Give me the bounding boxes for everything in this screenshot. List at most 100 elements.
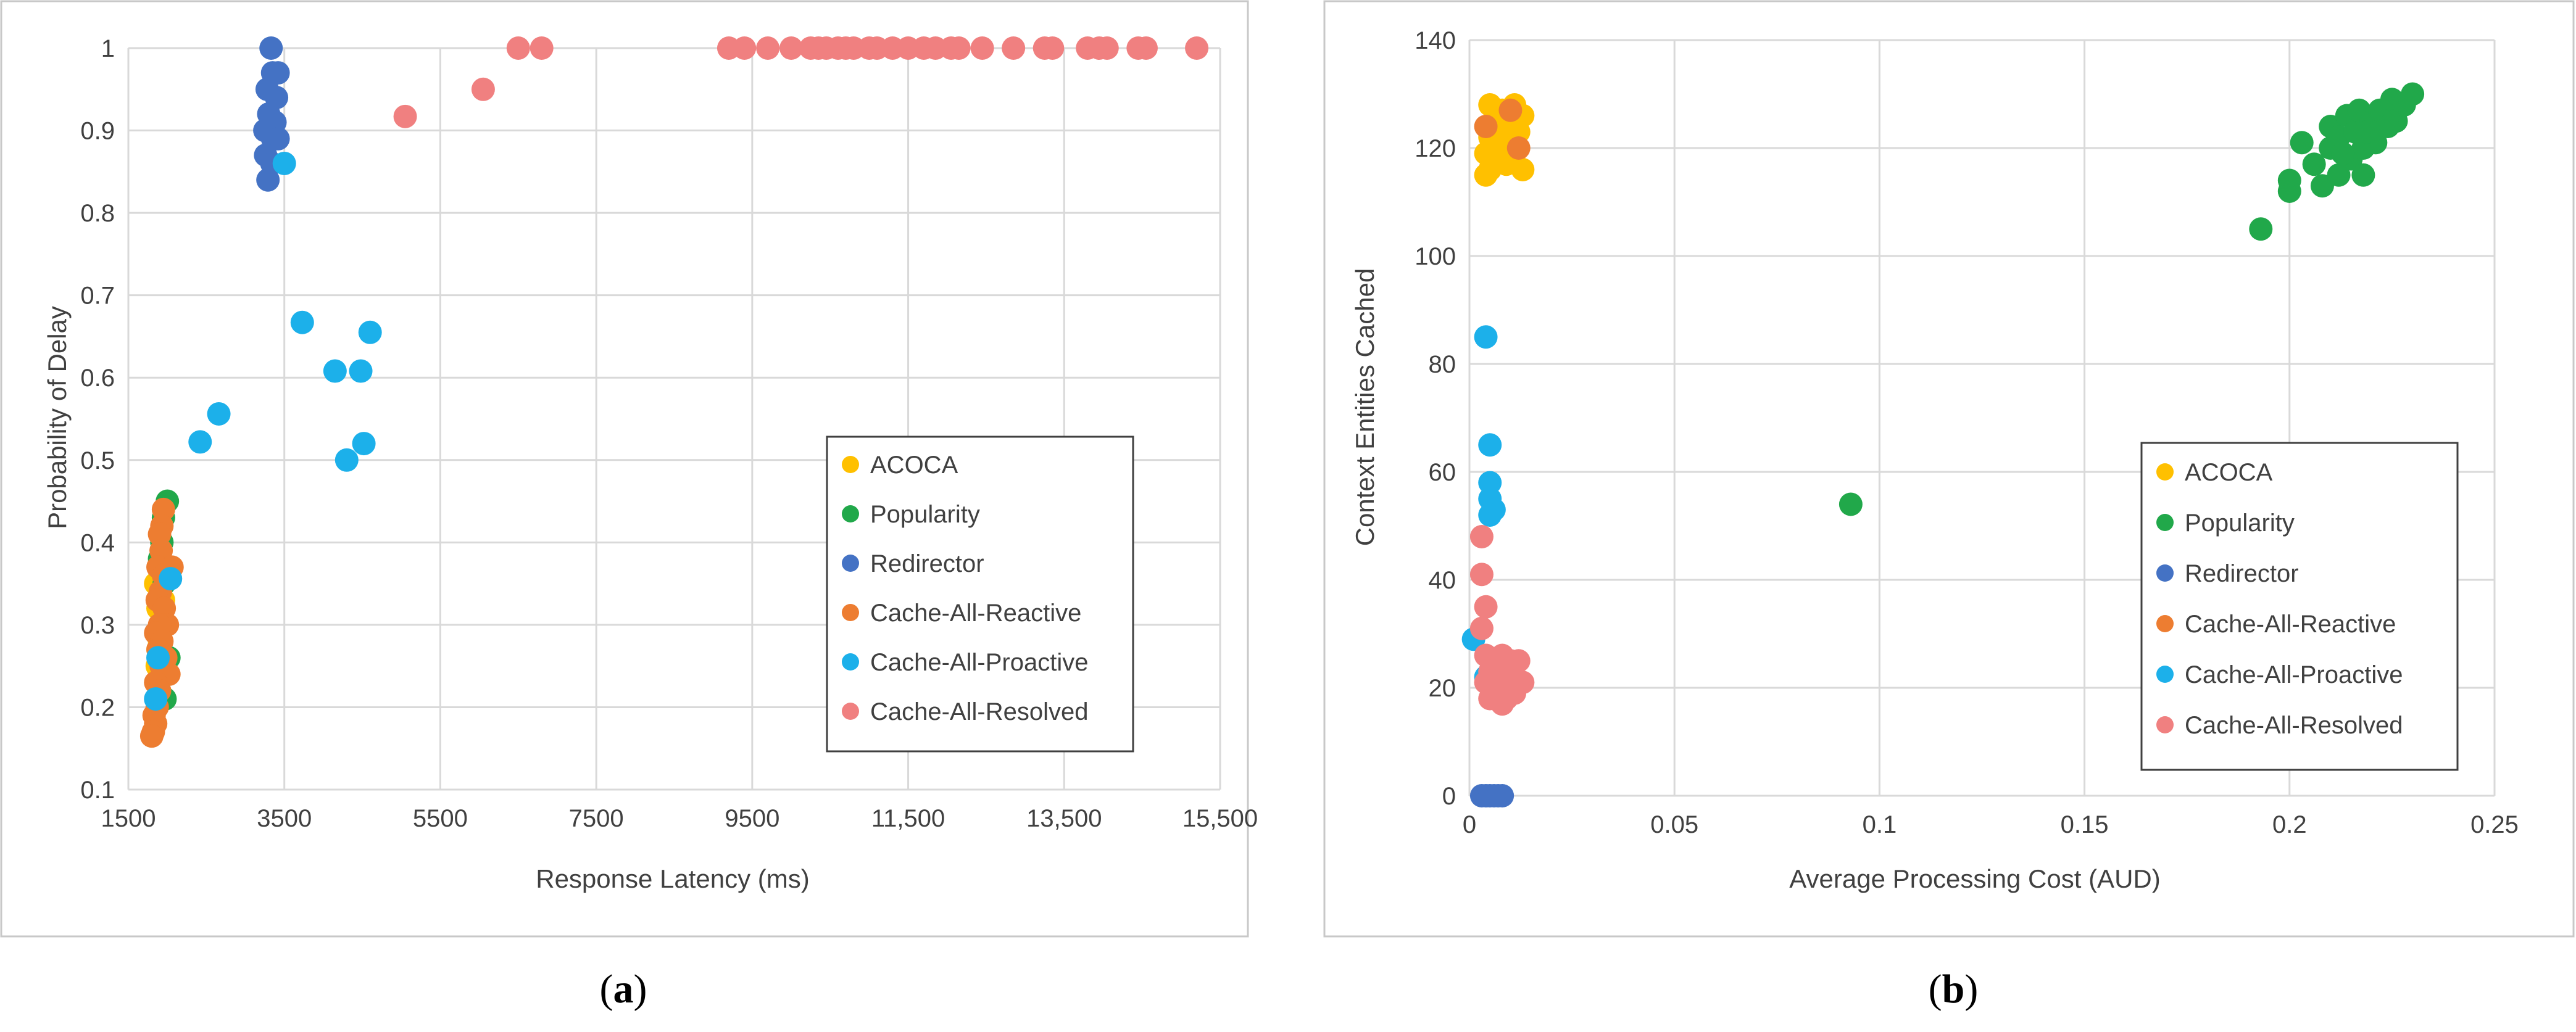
- panel-b-point-cache-all-resolved: [1469, 563, 1494, 587]
- panel-a-x-tick-label: 15,500: [1182, 805, 1258, 832]
- panel-b-x-tick-label: 0.05: [1650, 811, 1698, 838]
- panel-a-tick-labels: 1500 3500 5500 7500 9500 11,500 13,500 15,500 0.…: [80, 35, 1258, 832]
- panel-a-legend-label-cache-all-resolved: Cache-All-Resolved: [870, 698, 1088, 725]
- panel-a-y-tick-label: 1: [101, 35, 115, 62]
- panel-a-y-tick-label: 0.2: [80, 694, 115, 721]
- panel-b-point-popularity: [2249, 217, 2273, 241]
- panel-a-caption-letter: a: [613, 967, 634, 1012]
- panel-b-legend-label-cache-all-reactive: Cache-All-Reactive: [2185, 611, 2396, 638]
- panel-b-point-cache-all-reactive: [1474, 115, 1498, 138]
- panel-b-point-popularity: [2327, 163, 2351, 187]
- panel-b-point-popularity: [2351, 163, 2375, 187]
- panel-a-x-tick-label: 11,500: [871, 805, 945, 832]
- panel-b-point-cache-all-proactive: [1474, 325, 1498, 349]
- panel-b: 0 0.05 0.1 0.15 0.2 0.25 0 20 40 60 80 100 120 140 Av…: [1323, 0, 2575, 1012]
- panel-a-x-tick-label: 5500: [413, 805, 468, 832]
- panel-b-legend-marker-acoca: [2156, 463, 2174, 481]
- panel-b-point-acoca: [1474, 163, 1498, 187]
- panel-b-legend-marker-redirector: [2156, 564, 2174, 582]
- panel-b-legend-marker-cache-all-proactive: [2156, 666, 2174, 683]
- panel-b-point-cache-all-resolved: [1469, 616, 1494, 640]
- panel-a-point-cache-all-resolved: [1002, 36, 1026, 60]
- panel-a-y-tick-label: 0.1: [80, 777, 115, 804]
- panel-a-x-tick-label: 7500: [569, 805, 624, 832]
- panel-a-legend-label-redirector: Redirector: [870, 550, 984, 577]
- panel-a-point-cache-all-resolved: [970, 36, 994, 60]
- panel-b-legend-marker-popularity: [2156, 514, 2174, 531]
- panel-b-legend: ACOCA Popularity Redirector Cache-All-React…: [2140, 442, 2459, 771]
- panel-a-legend-label-cache-all-proactive: Cache-All-Proactive: [870, 649, 1088, 676]
- panel-b-y-tick-label: 20: [1429, 675, 1456, 702]
- panel-b-point-cache-all-reactive: [1498, 98, 1523, 122]
- panel-b-y-tick-label: 100: [1415, 243, 1456, 270]
- panel-b-tick-labels: 0 0.05 0.1 0.15 0.2 0.25 0 20 40 60 80 100 120 140: [1415, 27, 2519, 838]
- panel-b-y-axis-label: Context Entities Cached: [1350, 268, 1379, 547]
- panel-b-y-tick-label: 60: [1429, 459, 1456, 486]
- panel-a-data-points: [139, 36, 1209, 748]
- panel-a-point-cache-all-proactive: [144, 687, 168, 711]
- panel-a-point-redirector: [256, 168, 280, 192]
- panel-b-y-tick-label: 40: [1429, 567, 1456, 594]
- panel-a-point-redirector: [259, 36, 283, 60]
- panel-a-y-tick-label: 0.8: [80, 200, 115, 227]
- panel-a-point-cache-all-proactive: [290, 310, 314, 334]
- panel-a-legend: ACOCA Popularity Redirector Cache-All-React…: [826, 436, 1134, 753]
- panel-a-legend-label-popularity: Popularity: [870, 501, 980, 528]
- panel-a-legend-marker-acoca: [842, 456, 859, 473]
- panel-b-y-tick-label: 0: [1442, 783, 1456, 810]
- panel-b-point-cache-all-proactive: [1478, 503, 1502, 527]
- panel-a-x-tick-label: 3500: [257, 805, 312, 832]
- panel-a-point-redirector: [266, 61, 290, 85]
- panel-a-point-cache-all-resolved: [779, 36, 804, 60]
- panel-a-legend-marker-cache-all-resolved: [842, 703, 859, 720]
- panel-a-point-cache-all-resolved: [733, 36, 757, 60]
- panel-b-point-cache-all-resolved: [1478, 687, 1502, 711]
- panel-b-legend-label-cache-all-resolved: Cache-All-Resolved: [2185, 712, 2403, 739]
- panel-a-point-cache-all-proactive: [159, 567, 183, 591]
- panel-b-point-popularity: [1839, 492, 1863, 516]
- panel-a-point-cache-all-resolved: [756, 36, 780, 60]
- panel-b-point-cache-all-reactive: [1506, 136, 1531, 160]
- panel-a-y-tick-label: 0.9: [80, 118, 115, 145]
- panel-b-point-redirector: [1490, 784, 1514, 807]
- panel-b-legend-marker-cache-all-reactive: [2156, 615, 2174, 632]
- panel-b-point-popularity: [2401, 82, 2425, 106]
- panel-b-caption-letter: b: [1942, 967, 1965, 1012]
- panel-a-point-cache-all-resolved: [1041, 36, 1065, 60]
- panel-a-y-tick-label: 0.4: [80, 529, 115, 556]
- panel-b-caption: (b): [1929, 967, 1979, 1012]
- panel-a-point-cache-all-resolved: [471, 77, 495, 101]
- panel-a-point-cache-all-proactive: [323, 359, 347, 383]
- panel-a-legend-label-cache-all-reactive: Cache-All-Reactive: [870, 600, 1081, 627]
- panel-a-legend-box: [826, 436, 1134, 753]
- panel-b-x-tick-label: 0.1: [1863, 811, 1897, 838]
- panel-b-x-tick-label: 0.25: [2470, 811, 2519, 838]
- panel-a-legend-marker-popularity: [842, 505, 859, 522]
- panel-a-point-cache-all-resolved: [947, 36, 971, 60]
- panel-a-legend-label-acoca: ACOCA: [870, 452, 958, 479]
- panel-a-legend-marker-cache-all-reactive: [842, 604, 859, 621]
- panel-b-point-acoca: [1511, 158, 1535, 181]
- panel-a-point-cache-all-resolved: [506, 36, 530, 60]
- panel-a-point-cache-all-proactive: [207, 402, 231, 426]
- panel-b-point-popularity: [2356, 120, 2380, 144]
- panel-a-y-axis-label: Probability of Delay: [43, 306, 72, 529]
- panel-a-y-tick-label: 0.5: [80, 447, 115, 474]
- panel-a-y-tick-label: 0.7: [80, 283, 115, 310]
- panel-b-y-tick-label: 120: [1415, 135, 1456, 162]
- panel-b-point-popularity: [2302, 152, 2326, 176]
- panel-a-point-cache-all-proactive: [188, 430, 212, 454]
- panel-b-y-tick-label: 140: [1415, 27, 1456, 54]
- panel-b-point-popularity: [2290, 131, 2314, 155]
- panel-a-legend-items: ACOCA Popularity Redirector Cache-All-React…: [842, 452, 1088, 725]
- panel-b-point-cache-all-resolved: [1503, 681, 1527, 705]
- panel-a-point-cache-all-proactive: [272, 151, 296, 175]
- panel-b-legend-label-acoca: ACOCA: [2185, 459, 2273, 486]
- panel-b-legend-label-cache-all-proactive: Cache-All-Proactive: [2185, 661, 2403, 688]
- panel-a-x-axis-label: Response Latency (ms): [536, 864, 810, 893]
- panel-a-point-cache-all-reactive: [139, 724, 164, 748]
- panel-a-point-cache-all-proactive: [349, 359, 373, 383]
- panel-a-x-tick-label: 9500: [725, 805, 779, 832]
- panel-a-point-cache-all-resolved: [1095, 36, 1119, 60]
